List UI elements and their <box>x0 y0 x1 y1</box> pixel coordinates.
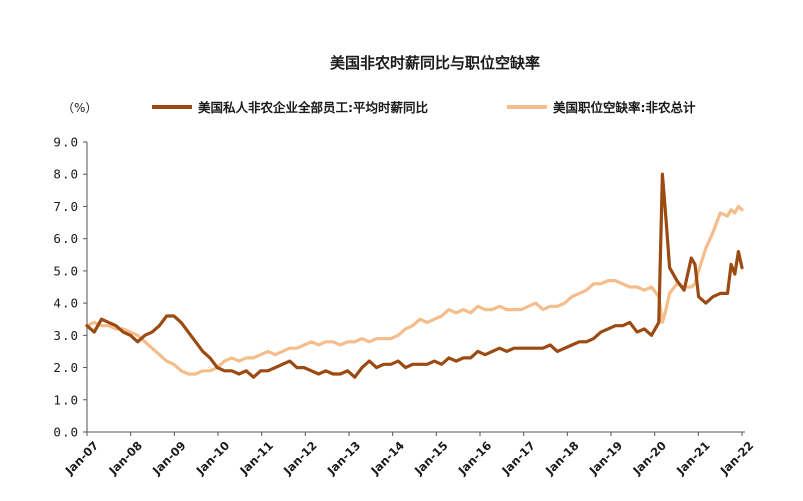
x-tick-label: Jan-12 <box>280 438 320 478</box>
x-tick-label: Jan-14 <box>367 438 407 478</box>
series-line-vacancy-rate <box>85 204 744 376</box>
series-line-wage-yoy <box>85 172 744 379</box>
x-axis-ticks: Jan-07 Jan-08 Jan-09 Jan-10 Jan-11 Jan-12 Jan-… <box>62 432 757 478</box>
y-unit-label: （%） <box>62 101 97 115</box>
x-tick-label: Jan-17 <box>498 438 538 478</box>
legend: 美国私人非农企业全部员工:平均时薪同比 美国职位空缺率:非农总计 <box>152 100 696 115</box>
x-tick-label: Jan-13 <box>324 438 364 478</box>
y-tick-label: 2.0 <box>53 360 79 375</box>
x-tick-label: Jan-19 <box>586 438 626 478</box>
legend-label-vacancy: 美国职位空缺率:非农总计 <box>553 100 696 115</box>
y-tick-label: 4.0 <box>53 296 79 311</box>
y-tick-label: 9.0 <box>53 135 79 150</box>
series-lines <box>85 172 744 379</box>
x-tick-label: Jan-11 <box>236 438 276 478</box>
x-tick-label: Jan-16 <box>455 438 495 478</box>
y-tick-label: 0.0 <box>53 425 79 440</box>
x-tick-label: Jan-15 <box>411 438 451 478</box>
x-tick-label: Jan-20 <box>629 438 669 478</box>
legend-label-wage: 美国私人非农企业全部员工:平均时薪同比 <box>198 100 428 115</box>
x-tick-label: Jan-09 <box>149 438 189 478</box>
chart-title: 美国非农时薪同比与职位空缺率 <box>330 54 540 72</box>
x-tick-label: Jan-22 <box>717 438 757 478</box>
x-tick-label: Jan-18 <box>542 438 582 478</box>
y-tick-label: 8.0 <box>53 167 79 182</box>
x-tick-label: Jan-10 <box>193 438 233 478</box>
y-tick-label: 1.0 <box>53 392 79 407</box>
x-tick-label: Jan-07 <box>62 438 102 478</box>
y-tick-label: 7.0 <box>53 199 79 214</box>
y-tick-label: 5.0 <box>53 263 79 278</box>
x-tick-label: Jan-08 <box>105 438 145 478</box>
y-axis-ticks: 0.0 1.0 2.0 3.0 4.0 5.0 6.0 7.0 8.0 9.0 <box>53 135 87 440</box>
x-tick-label: Jan-21 <box>673 438 713 478</box>
y-tick-label: 6.0 <box>53 231 79 246</box>
y-tick-label: 3.0 <box>53 328 79 343</box>
